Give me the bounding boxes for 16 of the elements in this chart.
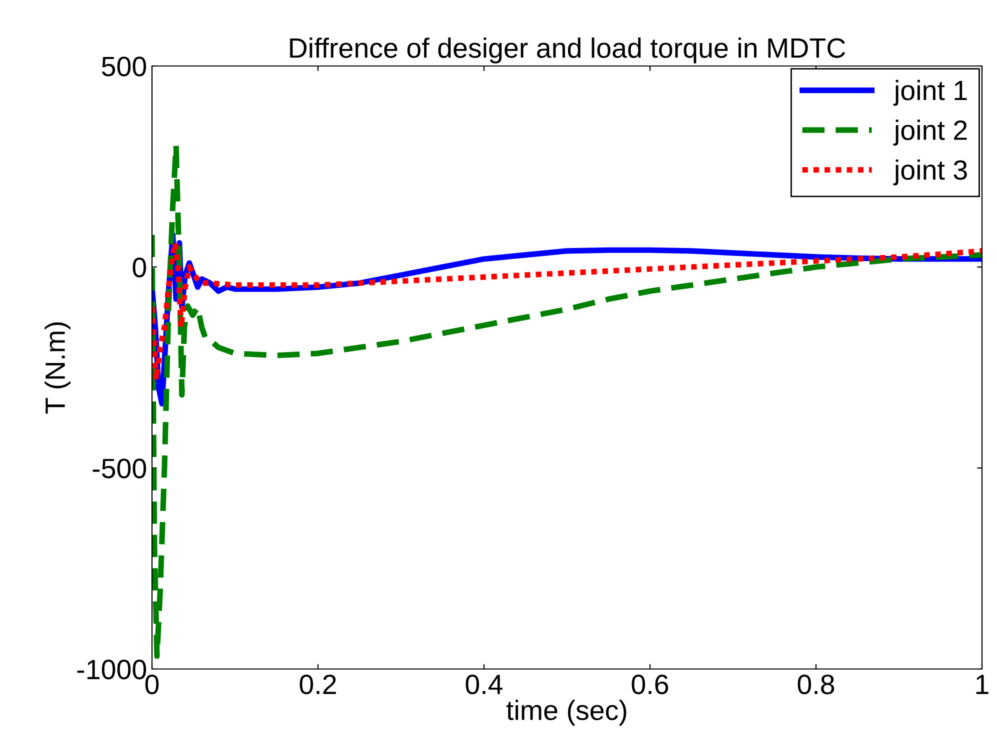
chart-title: Diffrence of desiger and load torque in MDTC <box>290 38 846 64</box>
x-axis-title: time (sec) <box>506 700 626 726</box>
x-tick-label: 0.8 <box>798 674 834 694</box>
x-tick-label: 0 <box>145 674 159 694</box>
legend-label: joint 2 <box>893 120 967 146</box>
y-tick-label: 0 <box>132 258 146 278</box>
y-tick-label: -1000 <box>77 660 146 680</box>
y-tick-label: 500 <box>102 56 146 76</box>
y-axis-title: T (N.m) <box>44 322 71 414</box>
x-tick-label: 0.6 <box>632 674 668 694</box>
legend-label: joint 3 <box>893 159 967 186</box>
x-tick-label: 0.2 <box>300 674 336 694</box>
legend-label: joint 1 <box>893 80 967 106</box>
x-tick-label: 1 <box>976 674 988 694</box>
x-tick-label: 0.4 <box>466 674 502 694</box>
y-tick-label: -500 <box>92 458 146 478</box>
